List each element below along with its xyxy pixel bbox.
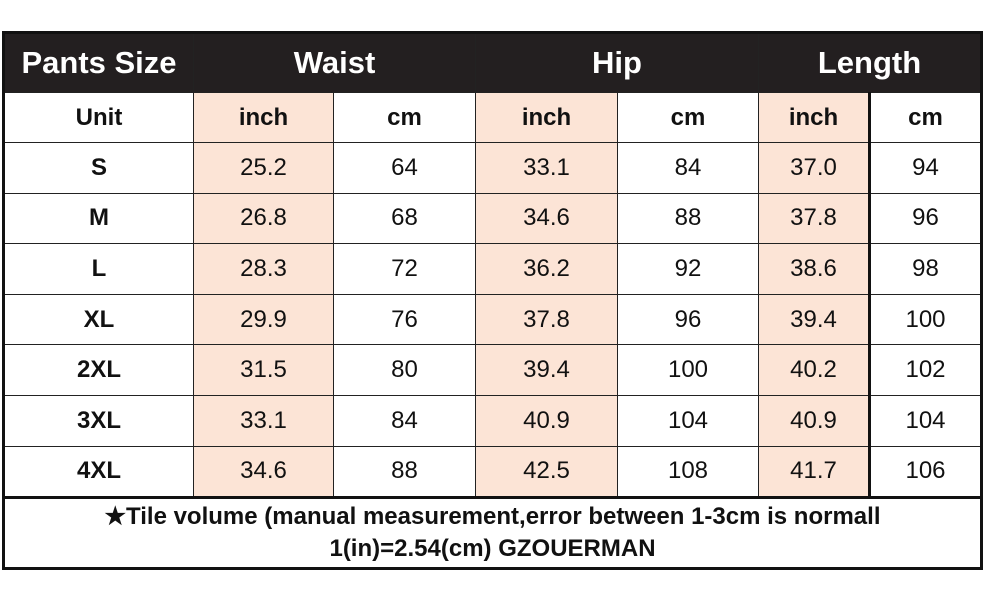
cell-size: 2XL	[3, 344, 194, 396]
cell-len-cm: 96	[869, 192, 982, 245]
hip-inch-unit: inch	[475, 92, 618, 143]
cell-hip-cm: 88	[617, 192, 759, 245]
cell-len-in: 37.0	[758, 142, 871, 194]
header-pants-size: Pants Size	[3, 32, 194, 93]
cell-waist-in: 28.3	[193, 243, 334, 295]
unit-label: Unit	[3, 92, 194, 143]
cell-hip-cm: 100	[617, 344, 759, 396]
cell-len-cm: 104	[869, 394, 982, 447]
cell-hip-in: 37.8	[475, 293, 618, 346]
footer-line-2: 1(in)=2.54(cm) GZOUERMAN	[329, 535, 656, 563]
cell-len-cm: 106	[869, 445, 982, 499]
footer-note: ★Tile volume (manual measurement,error b…	[2, 496, 983, 571]
header-row: Pants Size Waist Hip Length	[3, 32, 982, 93]
cell-hip-in: 40.9	[475, 394, 618, 447]
waist-cm-unit: cm	[333, 92, 476, 143]
cell-hip-in: 42.5	[475, 445, 618, 499]
table-row: 3XL 33.1 84 40.9 104 40.9 104	[3, 394, 982, 447]
cell-size: XL	[3, 293, 194, 346]
cell-size: 3XL	[3, 394, 194, 447]
table-row: 2XL 31.5 80 39.4 100 40.2 102	[3, 344, 982, 396]
cell-len-cm: 102	[869, 344, 982, 396]
cell-hip-cm: 84	[617, 142, 759, 194]
cell-waist-cm: 84	[333, 394, 476, 447]
cell-hip-cm: 92	[617, 243, 759, 295]
cell-hip-cm: 104	[617, 394, 759, 447]
table-row: L 28.3 72 36.2 92 38.6 98	[3, 243, 982, 295]
cell-waist-cm: 88	[333, 445, 476, 499]
cell-hip-cm: 108	[617, 445, 759, 499]
cell-len-in: 40.9	[758, 394, 871, 447]
table-row: 4XL 34.6 88 42.5 108 41.7 106	[3, 445, 982, 499]
header-waist: Waist	[193, 32, 476, 93]
cell-len-in: 40.2	[758, 344, 871, 396]
table-row: M 26.8 68 34.6 88 37.8 96	[3, 192, 982, 245]
cell-waist-in: 26.8	[193, 192, 334, 245]
cell-hip-in: 34.6	[475, 192, 618, 245]
cell-hip-in: 33.1	[475, 142, 618, 194]
header-hip: Hip	[475, 32, 759, 93]
cell-hip-in: 36.2	[475, 243, 618, 295]
cell-waist-in: 29.9	[193, 293, 334, 346]
length-cm-unit: cm	[869, 92, 982, 143]
cell-hip-in: 39.4	[475, 344, 618, 396]
footer-row: ★Tile volume (manual measurement,error b…	[2, 496, 983, 571]
size-chart-table: Pants Size Waist Hip Length Unit inch cm…	[2, 31, 983, 571]
cell-size: 4XL	[3, 445, 194, 499]
cell-len-cm: 98	[869, 243, 982, 295]
cell-waist-cm: 80	[333, 344, 476, 396]
cell-len-in: 39.4	[758, 293, 871, 346]
cell-hip-cm: 96	[617, 293, 759, 346]
cell-len-cm: 94	[869, 142, 982, 194]
cell-waist-in: 33.1	[193, 394, 334, 447]
cell-waist-cm: 68	[333, 192, 476, 245]
cell-len-in: 41.7	[758, 445, 871, 499]
cell-waist-in: 34.6	[193, 445, 334, 499]
cell-waist-in: 31.5	[193, 344, 334, 396]
cell-len-in: 38.6	[758, 243, 871, 295]
table-row: XL 29.9 76 37.8 96 39.4 100	[3, 293, 982, 346]
cell-size: S	[3, 142, 194, 194]
unit-row: Unit inch cm inch cm inch cm	[3, 92, 982, 143]
cell-len-in: 37.8	[758, 192, 871, 245]
cell-len-cm: 100	[869, 293, 982, 346]
cell-waist-in: 25.2	[193, 142, 334, 194]
footer-line-1: ★Tile volume (manual measurement,error b…	[104, 503, 881, 531]
cell-waist-cm: 64	[333, 142, 476, 194]
cell-waist-cm: 72	[333, 243, 476, 295]
cell-waist-cm: 76	[333, 293, 476, 346]
header-length: Length	[758, 32, 982, 93]
waist-inch-unit: inch	[193, 92, 334, 143]
cell-size: L	[3, 243, 194, 295]
cell-size: M	[3, 192, 194, 245]
length-inch-unit: inch	[758, 92, 871, 143]
hip-cm-unit: cm	[617, 92, 759, 143]
table-row: S 25.2 64 33.1 84 37.0 94	[3, 142, 982, 194]
